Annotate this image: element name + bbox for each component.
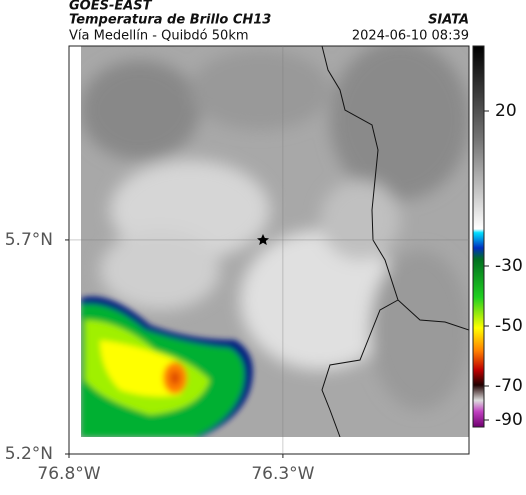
x-tick-label: 76.3°W xyxy=(251,464,314,484)
timestamp: 2024-06-10 08:39 xyxy=(352,29,469,44)
satellite-image xyxy=(81,46,469,437)
colorbar-tick-label: -30 xyxy=(495,256,523,276)
y-tick-label: 5.2°N xyxy=(5,444,53,464)
colorbar-tick-label: 20 xyxy=(495,101,517,121)
subtitle: Temperatura de Brillo CH13 xyxy=(69,13,271,28)
title: GOES-EAST xyxy=(69,0,153,14)
colorbar-tick-label: -90 xyxy=(495,410,523,430)
route: Vía Medellín - Quibdó 50km xyxy=(69,29,249,44)
map-frame xyxy=(68,45,470,455)
location-marker xyxy=(257,234,269,245)
colorbar-tick-label: -50 xyxy=(495,316,523,336)
colorbar-tick-label: -70 xyxy=(495,376,523,396)
colorbar-ticks: 20 -30 -50 -70 -90 xyxy=(484,101,523,430)
y-tick-label: 5.7°N xyxy=(5,230,53,250)
x-tick-label: 76.8°W xyxy=(37,464,100,484)
source: SIATA xyxy=(428,13,469,28)
colorbar xyxy=(472,45,485,428)
grid xyxy=(65,46,469,458)
